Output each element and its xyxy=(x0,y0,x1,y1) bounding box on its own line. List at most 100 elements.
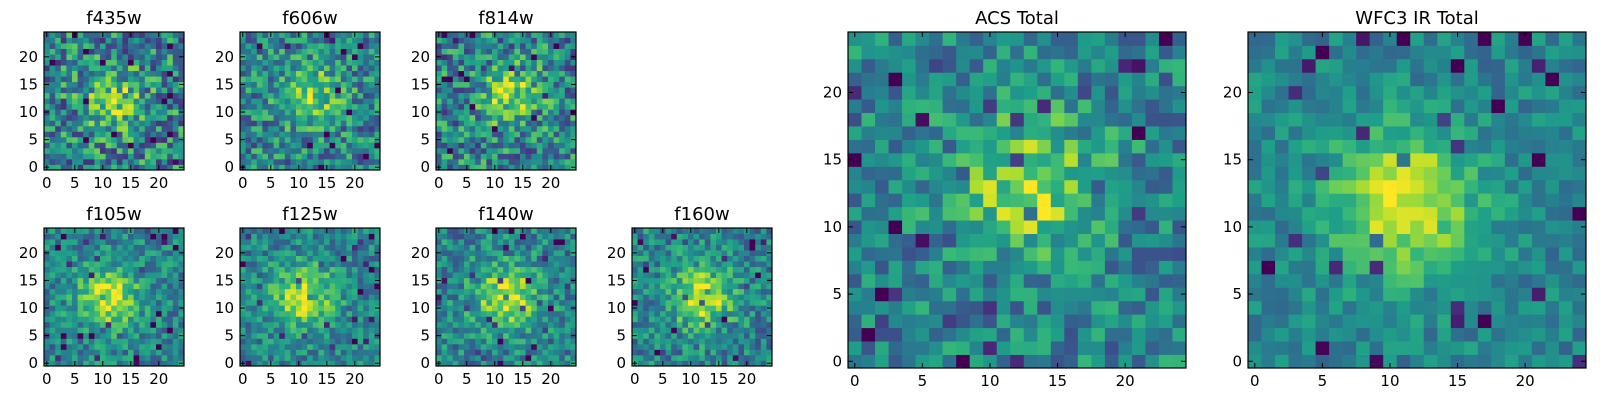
heatmap-cell xyxy=(139,125,146,132)
heatmap-cell xyxy=(324,349,330,356)
heatmap-cell xyxy=(256,92,263,99)
heatmap-cell xyxy=(548,136,554,143)
heatmap-cell xyxy=(665,360,672,367)
heatmap-cell xyxy=(531,244,538,251)
heatmap-cell xyxy=(1037,273,1052,288)
heatmap-cell xyxy=(1050,341,1065,355)
heatmap-cell xyxy=(296,48,302,55)
heatmap-cell xyxy=(251,48,258,55)
heatmap-cell xyxy=(492,310,498,317)
heatmap-cell xyxy=(88,255,95,262)
heatmap-cell xyxy=(665,272,672,279)
heatmap-cell xyxy=(699,354,706,361)
heatmap-cell xyxy=(94,103,101,110)
heatmap-cell xyxy=(357,261,364,268)
heatmap-cell xyxy=(284,360,291,367)
heatmap-cell xyxy=(116,81,123,88)
heatmap-cell xyxy=(983,233,998,248)
heatmap-cell xyxy=(486,228,493,234)
heatmap-cell xyxy=(648,316,655,323)
heatmap-cell xyxy=(738,305,745,312)
heatmap-cell xyxy=(133,272,140,279)
heatmap-cell xyxy=(363,65,370,72)
heatmap-cell xyxy=(156,87,162,94)
heatmap-cell xyxy=(77,76,84,83)
heatmap-cell xyxy=(72,321,78,328)
heatmap-cell xyxy=(363,354,370,361)
heatmap-cell xyxy=(942,300,957,315)
heatmap-cell xyxy=(542,164,549,171)
heatmap-cell xyxy=(251,316,258,323)
heatmap-cell xyxy=(536,338,543,345)
heatmap-cell xyxy=(716,299,722,306)
heatmap-cell xyxy=(324,255,330,262)
heatmap-cell xyxy=(150,228,157,234)
heatmap-cell xyxy=(744,327,750,334)
heatmap-cell xyxy=(167,59,174,66)
heatmap-cell xyxy=(525,54,532,60)
heatmap-cell xyxy=(128,65,134,72)
heatmap-cell xyxy=(161,87,168,94)
heatmap-cell xyxy=(318,136,325,143)
heatmap-cell xyxy=(363,114,370,121)
heatmap-cell xyxy=(548,70,554,77)
heatmap-cell xyxy=(732,354,739,361)
heatmap-cell xyxy=(139,250,146,256)
heatmap-cell xyxy=(888,247,903,261)
heatmap-cell xyxy=(279,266,286,273)
heatmap-cell xyxy=(307,327,314,334)
heatmap-cell xyxy=(49,114,56,121)
heatmap-cell xyxy=(55,65,62,72)
heatmap-cell xyxy=(77,299,84,306)
heatmap-cell xyxy=(475,87,482,94)
heatmap-cell xyxy=(503,164,510,171)
heatmap-cell xyxy=(301,255,308,262)
heatmap-cell xyxy=(251,228,258,234)
heatmap-cell xyxy=(480,98,487,105)
heatmap-cell xyxy=(559,305,566,312)
heatmap-cell xyxy=(357,103,364,110)
heatmap-cell xyxy=(676,327,683,334)
heatmap-cell xyxy=(542,343,549,350)
heatmap-cell xyxy=(760,228,767,234)
heatmap-cell xyxy=(94,109,101,116)
heatmap-cell xyxy=(172,310,179,317)
heatmap-cell xyxy=(133,158,140,165)
heatmap-cell xyxy=(161,233,168,240)
heatmap-cell xyxy=(542,288,549,295)
heatmap-cell xyxy=(329,239,336,245)
heatmap-cell xyxy=(738,338,745,345)
heatmap-cell xyxy=(564,343,571,350)
heatmap-cell xyxy=(508,98,515,105)
heatmap-cell xyxy=(514,305,521,312)
heatmap-cell xyxy=(447,81,454,88)
heatmap-cell xyxy=(1050,166,1065,181)
heatmap-cell xyxy=(245,338,252,345)
heatmap-cell xyxy=(290,147,297,154)
heatmap-cell xyxy=(44,59,50,66)
heatmap-cell xyxy=(139,255,146,262)
heatmap-cell xyxy=(503,255,510,262)
heatmap-cell xyxy=(161,266,168,273)
heatmap-cell xyxy=(693,321,700,328)
heatmap-cell xyxy=(497,349,504,356)
heatmap-cell xyxy=(60,65,67,72)
heatmap-cell xyxy=(520,277,526,284)
heatmap-cell xyxy=(525,272,532,279)
heatmap-cell xyxy=(55,147,62,154)
heatmap-cell xyxy=(340,321,347,328)
heatmap-cell xyxy=(564,255,571,262)
heatmap-cell xyxy=(531,136,538,143)
heatmap-cell xyxy=(324,305,330,312)
heatmap-cell xyxy=(144,70,151,77)
heatmap-cell xyxy=(49,76,56,83)
heatmap-cell xyxy=(503,327,510,334)
heatmap-cell xyxy=(290,65,297,72)
heatmap-cell xyxy=(716,294,722,301)
heatmap-cell xyxy=(268,70,274,77)
heatmap-cell xyxy=(374,255,381,262)
heatmap-cell xyxy=(368,310,375,317)
heatmap-cell xyxy=(66,114,73,121)
heatmap-cell xyxy=(536,153,543,160)
heatmap-cell xyxy=(44,299,50,306)
